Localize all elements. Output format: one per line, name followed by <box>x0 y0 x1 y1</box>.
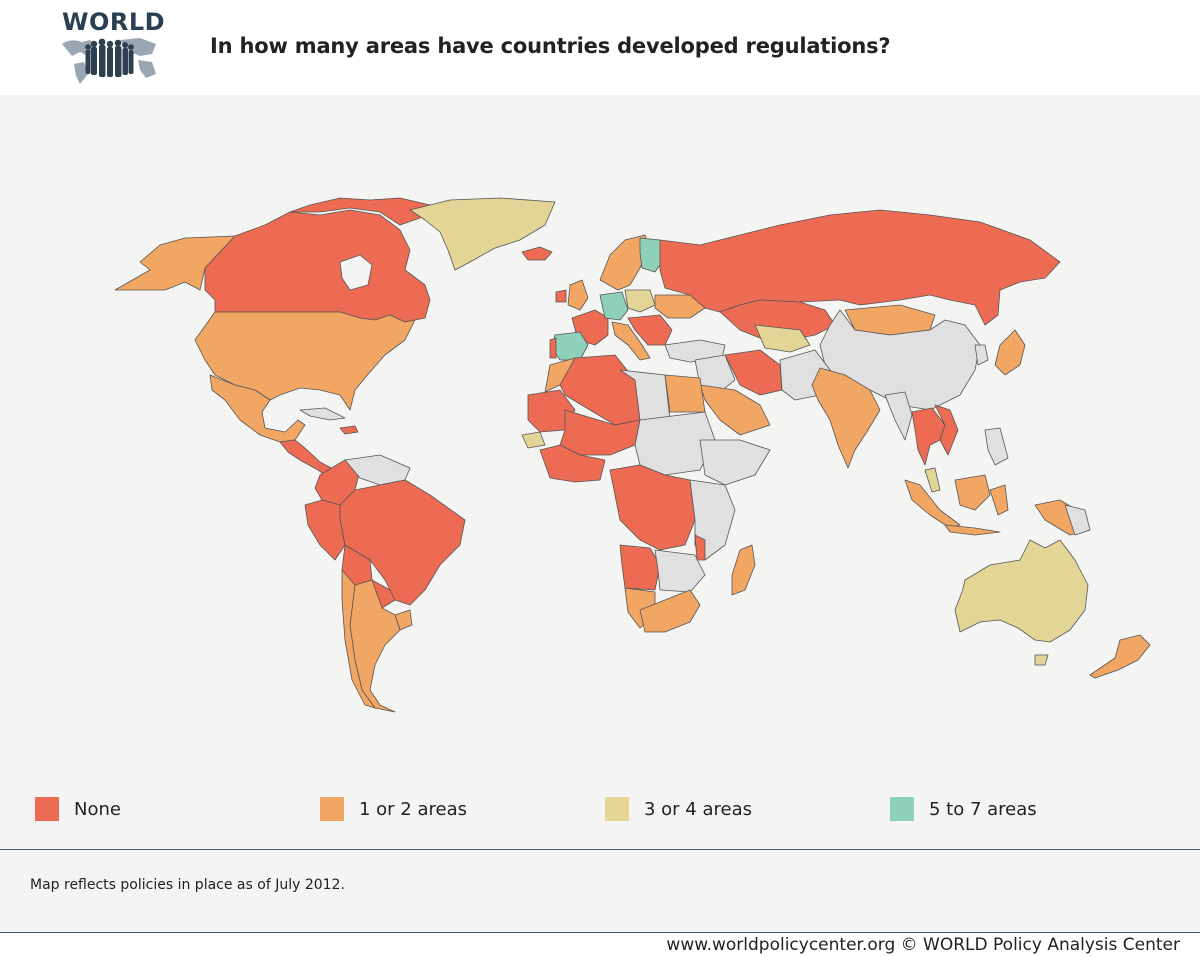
map-panel <box>0 95 1200 850</box>
legend-label: None <box>74 799 121 820</box>
region-ethiopia-horn <box>699 439 771 486</box>
region-saudi-arabia <box>699 384 771 436</box>
region-india <box>811 367 881 469</box>
region-cuba <box>299 407 346 421</box>
world-map[interactable] <box>0 95 1200 850</box>
region-sudan-chad <box>634 411 716 476</box>
region-peru <box>304 499 346 561</box>
region-canada <box>204 209 431 323</box>
legend-swatch <box>320 797 344 821</box>
logo-text: WORLD <box>62 8 166 36</box>
legend-label: 3 or 4 areas <box>644 799 752 820</box>
region-senegal <box>521 431 546 449</box>
region-mexico <box>209 374 306 443</box>
world-logo[interactable]: WORLD <box>60 8 165 86</box>
region-south-africa <box>639 589 701 633</box>
region-malawi <box>694 534 706 561</box>
region-png <box>1064 504 1091 536</box>
region-united-states <box>194 311 416 411</box>
region-angola <box>619 544 661 591</box>
region-madagascar <box>731 544 756 596</box>
page-title: In how many areas have countries develop… <box>210 34 891 58</box>
region-russia <box>659 209 1061 326</box>
region-new-zealand <box>1089 634 1151 679</box>
region-indonesia-sulawesi <box>989 484 1009 516</box>
region-mali-niger <box>559 409 641 456</box>
legend-label: 1 or 2 areas <box>359 799 467 820</box>
region-indonesia-java <box>944 524 1001 536</box>
region-myanmar <box>884 391 913 441</box>
region-malaysia <box>924 467 941 493</box>
region-tasmania <box>1034 654 1049 666</box>
divider <box>0 849 1200 850</box>
divider <box>0 932 1200 933</box>
region-philippines <box>984 427 1009 466</box>
region-australia <box>954 539 1089 643</box>
legend-swatch <box>890 797 914 821</box>
region-portugal <box>549 337 557 359</box>
region-central-asia <box>754 324 811 353</box>
legend-swatch <box>605 797 629 821</box>
header: WORLD In how many areas have countries d… <box>0 0 1200 95</box>
region-vietnam <box>934 404 959 456</box>
region-haiti <box>339 425 359 435</box>
region-korea <box>974 344 989 366</box>
footnote: Map reflects policies in place as of Jul… <box>30 877 345 893</box>
credit-link[interactable]: www.worldpolicycenter.org © WORLD Policy… <box>666 935 1180 955</box>
region-indonesia-borneo <box>954 474 991 511</box>
region-egypt <box>664 374 706 413</box>
region-chile <box>341 569 376 709</box>
region-germany <box>599 291 629 321</box>
region-greenland <box>409 197 556 271</box>
footer: Map reflects policies in place as of Jul… <box>0 850 1200 932</box>
region-ireland <box>555 289 567 303</box>
region-italy <box>611 321 651 361</box>
legend-label: 5 to 7 areas <box>929 799 1037 820</box>
legend-swatch <box>35 797 59 821</box>
region-thailand <box>911 407 946 466</box>
region-hudson-bay <box>339 254 373 291</box>
logo-people-map-icon <box>62 38 156 84</box>
region-iceland <box>521 246 553 261</box>
region-united-kingdom <box>567 279 589 311</box>
region-spain <box>551 331 589 361</box>
region-central-africa <box>609 464 696 551</box>
region-iran <box>724 349 783 396</box>
region-west-africa-coast <box>539 444 606 483</box>
legend: None 1 or 2 areas 3 or 4 areas 5 to 7 ar… <box>0 790 1200 830</box>
region-poland <box>624 289 656 313</box>
region-japan <box>994 329 1026 376</box>
